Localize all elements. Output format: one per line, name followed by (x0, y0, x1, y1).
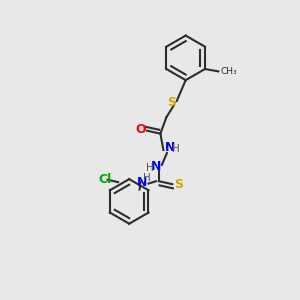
Text: H: H (146, 163, 153, 173)
Text: N: N (165, 140, 175, 154)
Text: O: O (136, 123, 146, 136)
Text: S: S (167, 96, 176, 109)
Text: CH₃: CH₃ (220, 67, 237, 76)
Text: H: H (143, 173, 151, 183)
Text: N: N (137, 176, 147, 189)
Text: Cl: Cl (98, 172, 111, 186)
Text: N: N (151, 160, 161, 173)
Text: S: S (174, 178, 183, 191)
Text: H: H (172, 143, 180, 154)
